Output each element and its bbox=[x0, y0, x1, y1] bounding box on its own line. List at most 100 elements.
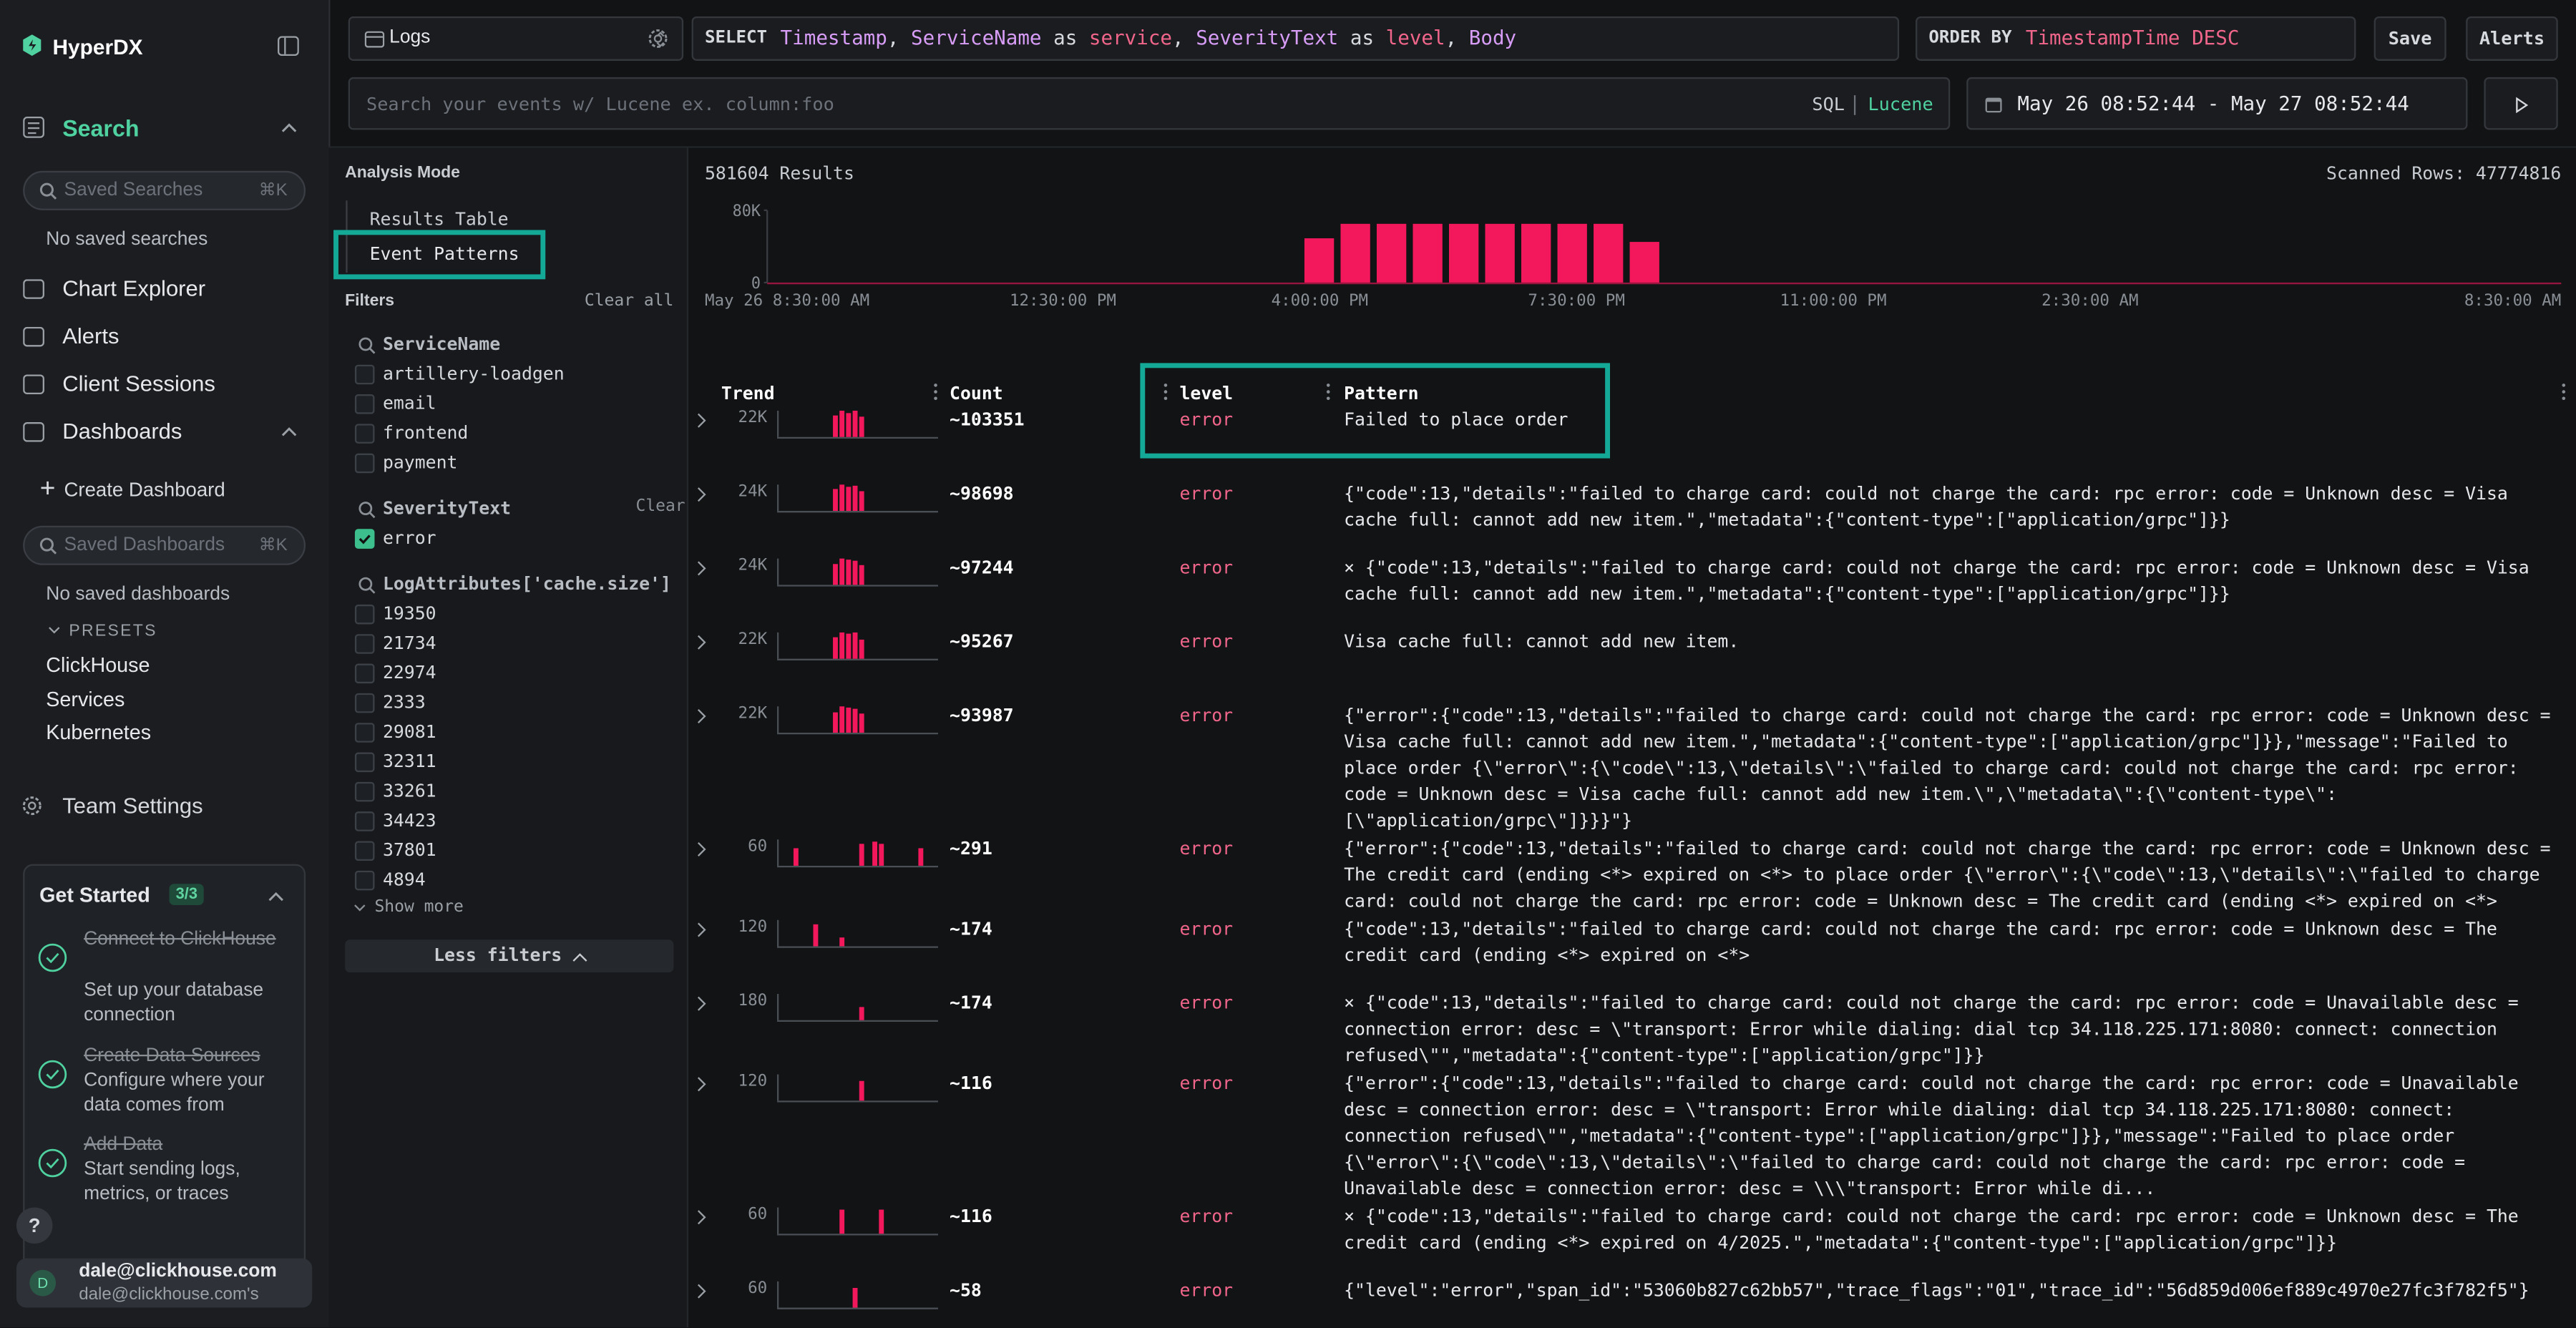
pattern-row[interactable]: 24K~97244error× {"code":13,"details":"fa… bbox=[688, 555, 2576, 629]
chevron[interactable] bbox=[281, 426, 298, 437]
checkbox[interactable] bbox=[355, 693, 375, 713]
nav-item[interactable]: Client Sessions bbox=[62, 371, 215, 396]
histogram-bar[interactable] bbox=[1558, 224, 1587, 283]
pattern-row[interactable]: 22K~93987error{"error":{"code":13,"detai… bbox=[688, 703, 2576, 836]
checkbox[interactable] bbox=[355, 841, 375, 861]
histogram-bar[interactable] bbox=[1340, 224, 1370, 283]
user-menu[interactable]: D dale@clickhouse.com dale@clickhouse.co… bbox=[16, 1259, 312, 1308]
pattern-row[interactable]: 60~291error{"error":{"code":13,"details"… bbox=[688, 836, 2576, 917]
checkbox[interactable] bbox=[355, 782, 375, 802]
preset-link[interactable]: ClickHouse bbox=[46, 654, 150, 677]
saved-dashboard-input[interactable]: Saved Dashboards ⌘K bbox=[23, 526, 306, 565]
create-dashboard[interactable]: Create Dashboard bbox=[64, 478, 225, 501]
date-picker[interactable]: May 26 08:52:44 - May 27 08:52:44 bbox=[1966, 77, 2467, 130]
run-button[interactable] bbox=[2484, 77, 2557, 130]
source-settings[interactable] bbox=[648, 28, 669, 49]
expand-chevron[interactable] bbox=[696, 922, 706, 938]
team-settings[interactable]: Team Settings bbox=[62, 794, 203, 818]
pattern-row[interactable]: 60~58error{"level":"error","span_id":"53… bbox=[688, 1278, 2576, 1327]
filter-clear[interactable]: Clear bbox=[636, 498, 686, 516]
preset-link[interactable]: Services bbox=[46, 688, 125, 711]
checkbox[interactable] bbox=[355, 394, 375, 414]
nav-item[interactable]: Dashboards bbox=[62, 419, 182, 443]
sql-toggle[interactable]: SQL bbox=[1812, 94, 1845, 115]
nav-item[interactable]: Chart Explorer bbox=[62, 276, 205, 301]
expand-chevron[interactable] bbox=[696, 634, 706, 650]
filter-value[interactable]: frontend bbox=[383, 422, 468, 444]
filter-value[interactable]: payment bbox=[383, 451, 458, 473]
checkbox[interactable] bbox=[355, 454, 375, 474]
checkbox[interactable] bbox=[355, 634, 375, 654]
checkbox[interactable] bbox=[355, 365, 375, 385]
preset-link[interactable]: Kubernetes bbox=[46, 721, 151, 744]
histogram-bar[interactable] bbox=[1449, 224, 1478, 283]
expand-chevron[interactable] bbox=[696, 1209, 706, 1226]
histogram-bar[interactable] bbox=[1485, 224, 1515, 283]
filter-value[interactable]: 37801 bbox=[383, 839, 436, 861]
filter-value[interactable]: error bbox=[383, 527, 436, 549]
column-resizer[interactable] bbox=[933, 383, 938, 401]
histogram-bar[interactable] bbox=[1304, 238, 1334, 283]
expand-chevron[interactable] bbox=[696, 487, 706, 503]
saved-search-input[interactable]: Saved Searches ⌘K bbox=[23, 171, 306, 210]
expand-chevron[interactable] bbox=[696, 1076, 706, 1093]
pattern-row[interactable]: 22K~95267errorVisa cache full: cannot ad… bbox=[688, 629, 2576, 703]
filter-value[interactable]: email bbox=[383, 393, 436, 414]
pattern-row[interactable]: 120~116error{"error":{"code":13,"details… bbox=[688, 1071, 2576, 1204]
less-filters-button[interactable]: Less filters bbox=[345, 939, 673, 972]
histogram-bar[interactable] bbox=[1413, 224, 1442, 283]
expand-chevron[interactable] bbox=[696, 412, 706, 429]
nav-item[interactable]: Alerts bbox=[62, 323, 119, 348]
source-select[interactable]: Logs bbox=[348, 16, 683, 61]
column-header[interactable]: Trend bbox=[721, 383, 775, 404]
checkbox[interactable] bbox=[355, 664, 375, 684]
pattern-row[interactable]: 120~174error{"code":13,"details":"failed… bbox=[688, 917, 2576, 990]
order-input[interactable]: ORDER BY TimestampTime DESC bbox=[1916, 16, 2356, 61]
clear-all[interactable]: Clear all bbox=[585, 293, 673, 311]
histogram-bar[interactable] bbox=[1377, 224, 1406, 283]
filter-value[interactable]: 34423 bbox=[383, 810, 436, 831]
column-header[interactable]: Count bbox=[950, 383, 1003, 404]
expand-chevron[interactable] bbox=[696, 841, 706, 858]
filter-value[interactable]: 22974 bbox=[383, 662, 436, 683]
checkbox[interactable] bbox=[355, 753, 375, 773]
show-more[interactable]: Show more bbox=[374, 899, 463, 917]
filter-value[interactable]: 33261 bbox=[383, 781, 436, 802]
pattern-row[interactable]: 24K~98698error{"code":13,"details":"fail… bbox=[688, 482, 2576, 555]
filter-value[interactable]: 21734 bbox=[383, 633, 436, 654]
chevron[interactable] bbox=[48, 626, 61, 636]
checkbox[interactable] bbox=[355, 529, 375, 549]
lucene-toggle[interactable]: Lucene bbox=[1868, 94, 1933, 115]
filter-value[interactable]: 29081 bbox=[383, 721, 436, 743]
pattern-row[interactable]: 60~116error× {"code":13,"details":"faile… bbox=[688, 1204, 2576, 1278]
checkbox[interactable] bbox=[355, 605, 375, 625]
search-input[interactable]: Search your events w/ Lucene ex. column:… bbox=[348, 77, 1951, 130]
histogram-bar[interactable] bbox=[1521, 224, 1551, 283]
expand-chevron[interactable] bbox=[696, 995, 706, 1012]
alerts-button[interactable]: Alerts bbox=[2466, 16, 2558, 61]
filter-value[interactable]: artillery-loadgen bbox=[383, 363, 565, 384]
expand-chevron[interactable] bbox=[696, 560, 706, 577]
help-button[interactable]: ? bbox=[16, 1208, 53, 1244]
collapse-button[interactable] bbox=[278, 36, 299, 57]
chevron[interactable] bbox=[281, 122, 298, 133]
histogram-bar[interactable] bbox=[1594, 224, 1623, 283]
checkbox[interactable] bbox=[355, 811, 375, 831]
nav-search[interactable]: Search bbox=[62, 115, 139, 142]
filter-value[interactable]: 2333 bbox=[383, 692, 426, 713]
select-input[interactable]: SELECT Timestamp, ServiceName as service… bbox=[692, 16, 1900, 61]
mode-tab[interactable]: Results Table bbox=[370, 209, 509, 230]
pattern-row[interactable]: 22K~103351errorFailed to place order bbox=[688, 407, 2576, 481]
checkbox[interactable] bbox=[355, 871, 375, 891]
histogram-bar[interactable] bbox=[1630, 242, 1659, 283]
chevron[interactable] bbox=[268, 890, 284, 902]
expand-chevron[interactable] bbox=[696, 1283, 706, 1299]
filter-value[interactable]: 19350 bbox=[383, 603, 436, 625]
filter-value[interactable]: 32311 bbox=[383, 751, 436, 772]
pattern-row[interactable]: 180~174error× {"code":13,"details":"fail… bbox=[688, 990, 2576, 1071]
checkbox[interactable] bbox=[355, 424, 375, 444]
checkbox[interactable] bbox=[355, 723, 375, 743]
expand-chevron[interactable] bbox=[696, 708, 706, 725]
filter-value[interactable]: 4894 bbox=[383, 869, 426, 891]
save-button[interactable]: Save bbox=[2374, 16, 2446, 61]
